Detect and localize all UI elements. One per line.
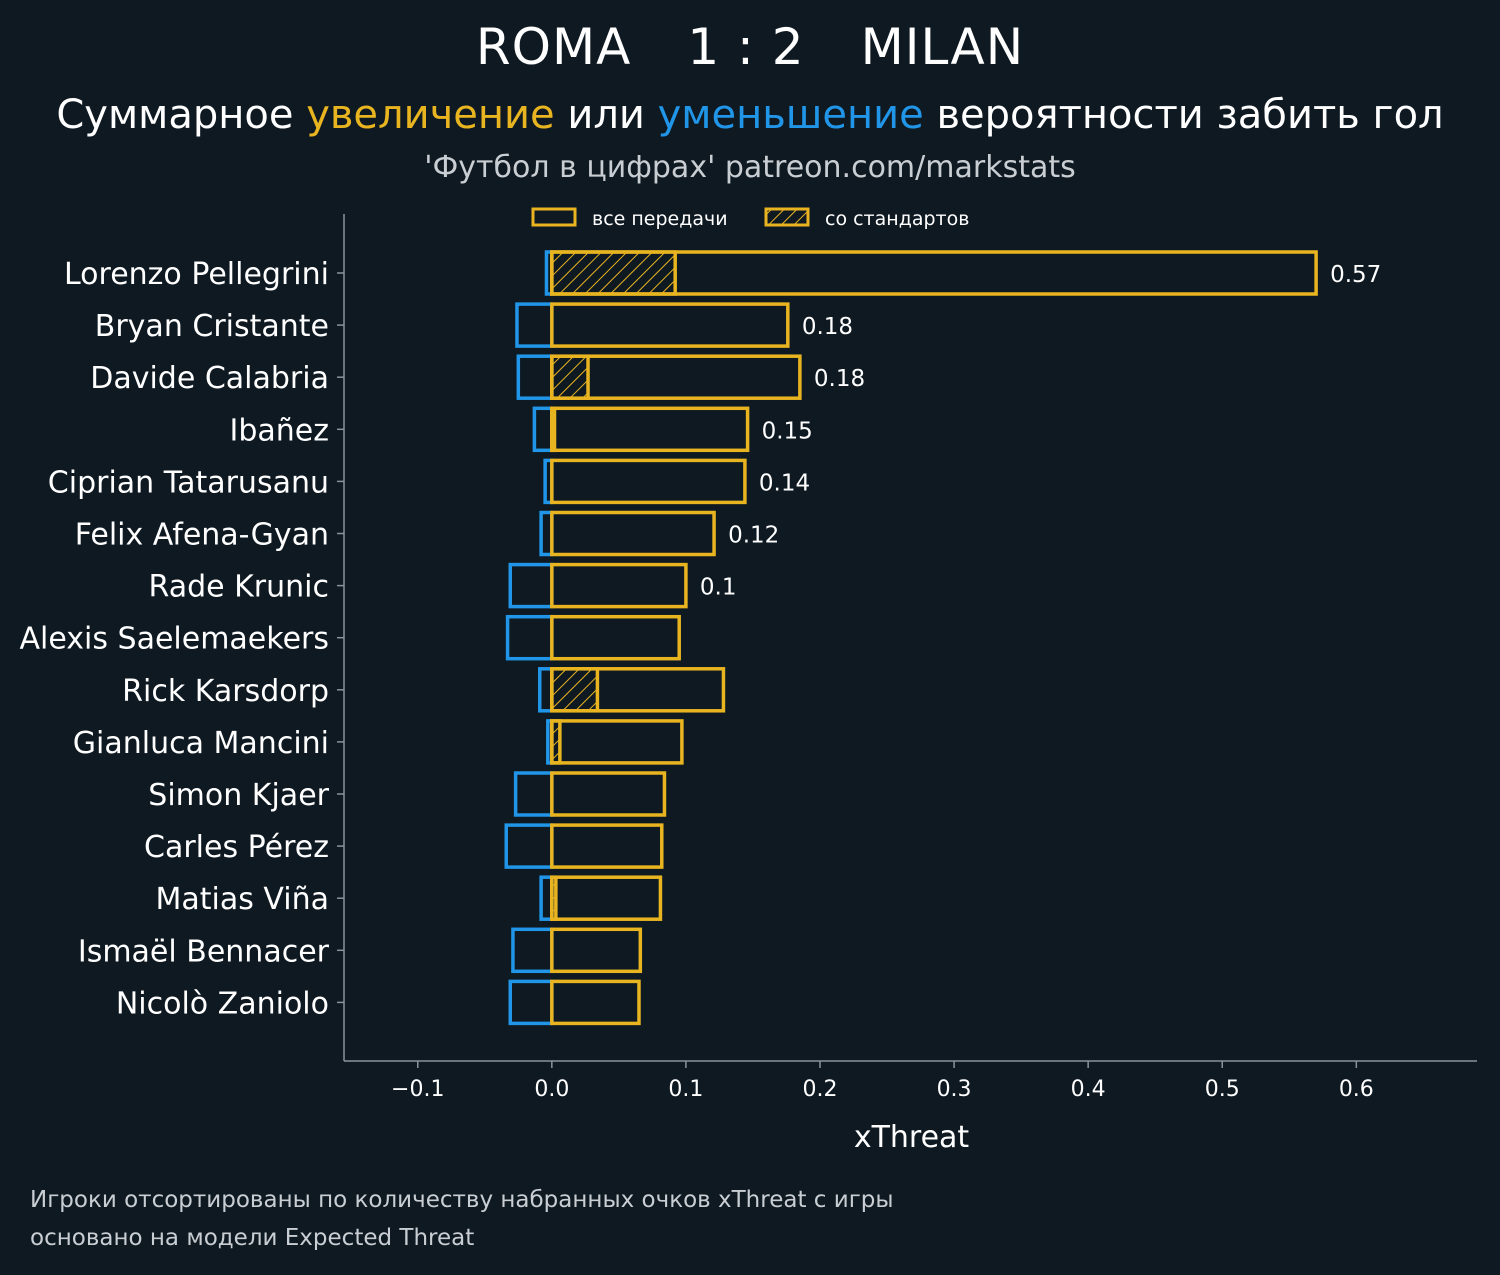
decrease-bar: [515, 302, 554, 348]
player-label: Matias Viña: [155, 882, 329, 917]
decrease-bar: [505, 614, 554, 661]
value-label: 0.18: [802, 314, 853, 340]
footnote-model: основано на модели Expected Threat: [30, 1225, 475, 1251]
player-label: Felix Afena-Gyan: [75, 518, 329, 553]
x-tick-label: 0.1: [668, 1077, 703, 1102]
x-tick-label: 0.4: [1071, 1077, 1106, 1102]
player-label: Ismaël Bennacer: [78, 934, 330, 969]
increase-bar: [550, 510, 716, 557]
value-label: 0.18: [814, 366, 865, 392]
x-tick-label: 0.6: [1339, 1077, 1374, 1102]
increase-bar: [550, 771, 667, 817]
increase-bar: [550, 927, 643, 974]
increase-bar: [550, 719, 684, 765]
increase-bar: [550, 458, 747, 505]
decrease-bar: [508, 562, 554, 609]
value-label: 0.15: [762, 418, 813, 444]
increase-bar: [550, 406, 750, 453]
subtitle-down-word: уменьшение: [657, 92, 924, 138]
player-label: Gianluca Mancini: [73, 726, 329, 761]
increase-bar: [550, 667, 726, 713]
decrease-bar: [504, 823, 554, 869]
x-tick-label: 0.3: [937, 1077, 972, 1102]
away-team: MILAN: [860, 18, 1025, 76]
x-tick-label: 0.5: [1205, 1077, 1240, 1102]
increase-bar: [550, 875, 663, 921]
chart-title: ROMA 1 : 2 MILAN: [0, 18, 1500, 76]
decrease-bar: [508, 979, 554, 1026]
legend-swatch-set-pieces: [764, 207, 810, 227]
increase-bar: [550, 302, 790, 348]
player-label: Alexis Saelemaekers: [19, 622, 329, 657]
subtitle-part1: Суммарное: [56, 92, 307, 138]
increase-bar: [550, 562, 688, 609]
player-label: Lorenzo Pellegrini: [64, 257, 329, 292]
player-label: Ciprian Tatarusanu: [48, 465, 329, 500]
increase-bar: [550, 354, 802, 400]
decrease-bar: [538, 667, 554, 713]
home-team: ROMA: [475, 18, 632, 76]
value-label: 0.1: [700, 575, 737, 601]
x-tick-label: 0.0: [534, 1077, 569, 1102]
decrease-bar: [511, 927, 554, 974]
value-label: 0.12: [728, 523, 779, 549]
player-label: Rick Karsdorp: [122, 674, 329, 709]
decrease-bar: [532, 406, 554, 453]
set-piece-bar: [550, 354, 590, 400]
x-tick-label: 0.2: [802, 1077, 837, 1102]
score: 1 : 2: [687, 18, 805, 76]
decrease-bar: [513, 771, 554, 817]
player-label: Bryan Cristante: [95, 309, 329, 344]
legend-label-set-pieces: со стандартов: [825, 208, 969, 230]
value-label: 0.57: [1330, 262, 1381, 288]
x-axis-label: xThreat: [854, 1120, 970, 1155]
increase-bar: [550, 250, 1318, 296]
legend-label-all-passes: все передачи: [592, 208, 728, 230]
increase-bar: [550, 823, 664, 869]
player-label: Nicolò Zaniolo: [116, 986, 329, 1021]
subtitle-part3: вероятности забить гол: [923, 92, 1444, 138]
increase-bar: [550, 614, 681, 661]
subtitle-part2: или: [554, 92, 658, 138]
credit-line: 'Футбол в цифрах' patreon.com/markstats: [424, 150, 1076, 185]
player-label: Simon Kjaer: [148, 778, 329, 813]
set-piece-bar: [550, 667, 600, 713]
chart-subtitle: Суммарное увеличение или уменьшение веро…: [0, 92, 1500, 138]
player-label: Ibañez: [230, 413, 330, 448]
player-label: Davide Calabria: [90, 361, 329, 396]
decrease-bar: [516, 354, 554, 400]
subtitle-up-word: увеличение: [306, 92, 555, 138]
set-piece-bar: [550, 250, 677, 296]
player-label: Carles Pérez: [144, 830, 329, 865]
player-label: Rade Krunic: [149, 570, 329, 605]
footnote-sorting: Игроки отсортированы по количеству набра…: [30, 1187, 894, 1213]
x-tick-label: −0.1: [391, 1077, 444, 1102]
value-label: 0.14: [759, 470, 810, 496]
legend-swatch-all-passes: [531, 207, 577, 227]
increase-bar: [550, 979, 641, 1026]
